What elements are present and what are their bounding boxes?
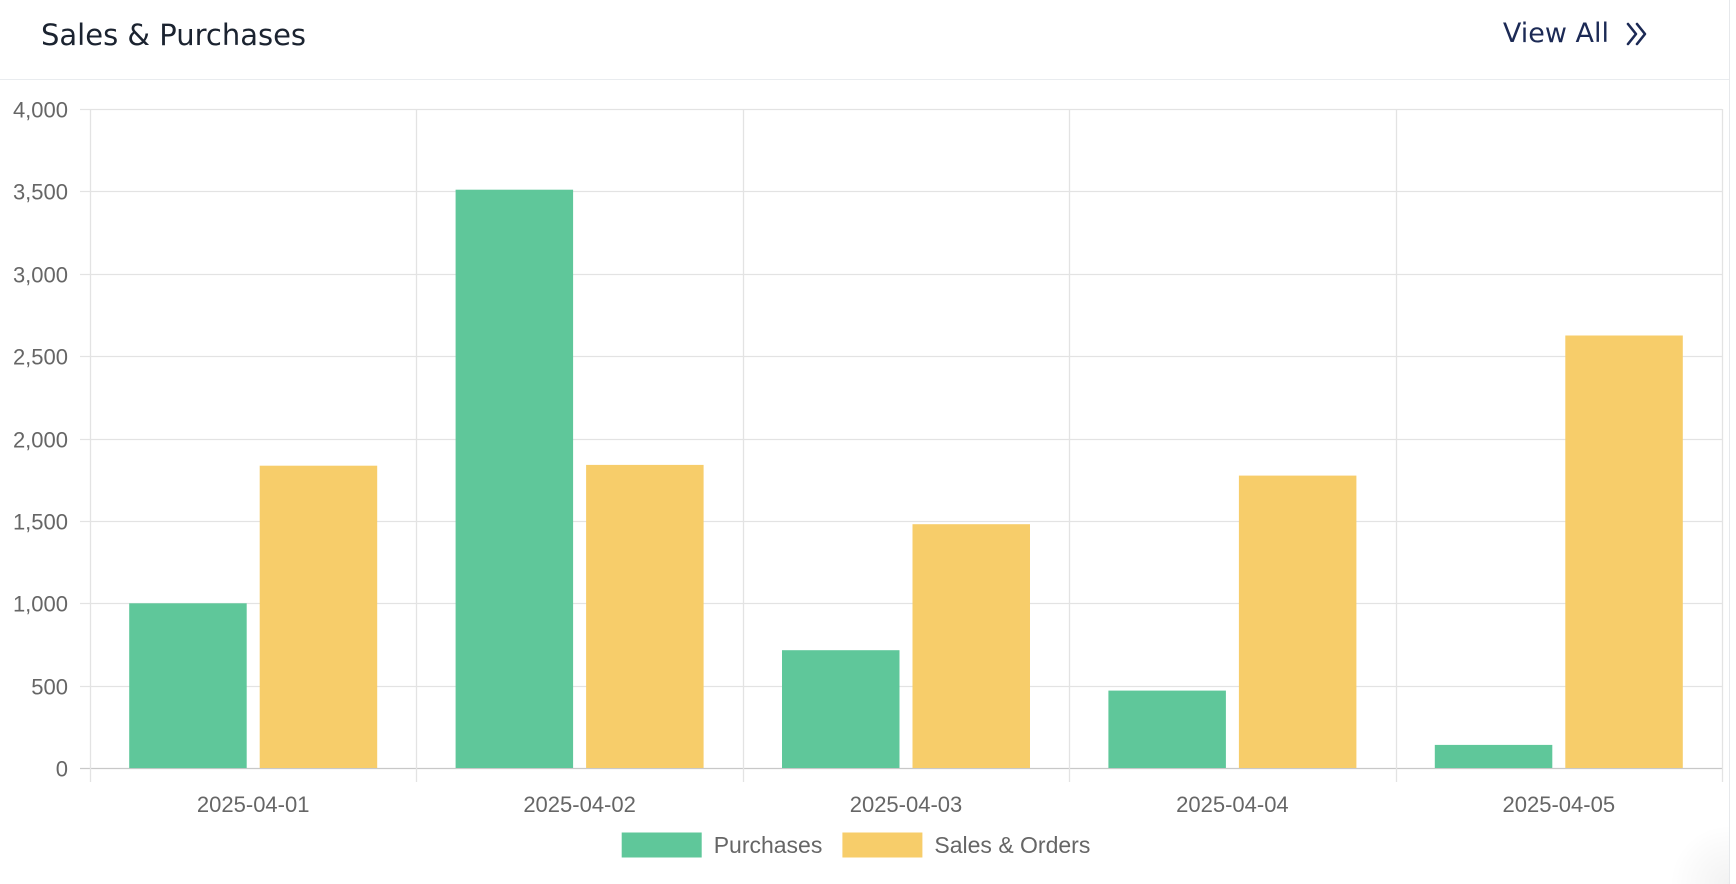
- double-chevron-right-icon: [1626, 22, 1647, 45]
- view-all-label: View All: [1502, 18, 1609, 49]
- y-tick-label: 2,000: [13, 428, 68, 453]
- y-tick-label: 1,500: [13, 510, 68, 535]
- view-all-link[interactable]: View All: [1503, 18, 1649, 49]
- y-tick-label: 4,000: [13, 98, 68, 123]
- y-tick-label: 3,500: [13, 180, 68, 205]
- y-tick-label: 3,000: [13, 263, 68, 288]
- legend-label: Sales & Orders: [934, 832, 1090, 858]
- card-title: Sales & Purchases: [41, 18, 307, 52]
- legend-label: Purchases: [714, 832, 823, 858]
- legend-swatch: [842, 832, 923, 858]
- x-tick-label: 2025-04-04: [1176, 792, 1289, 817]
- legend-swatch: [621, 832, 702, 858]
- x-tick-label: 2025-04-01: [197, 792, 310, 817]
- bar-sales-orders-2025-04-04[interactable]: [1238, 475, 1357, 768]
- bar-purchases-2025-04-04[interactable]: [1108, 690, 1226, 768]
- x-tick-label: 2025-04-05: [1503, 792, 1616, 817]
- x-tick-label: 2025-04-03: [850, 792, 963, 817]
- bar-sales-orders-2025-04-02[interactable]: [586, 464, 704, 768]
- bar-sales-orders-2025-04-03[interactable]: [912, 524, 1031, 768]
- bar-purchases-2025-04-05[interactable]: [1434, 744, 1553, 768]
- axes: 0 500 1,000 1,500 2,000 2,500 3,000 3,500 4,000 2…: [13, 98, 1615, 818]
- bar-chart: 0 500 1,000 1,500 2,000 2,500 3,000 3,500 4,000 2…: [13, 98, 1724, 858]
- y-tick-label: 0: [56, 757, 68, 782]
- legend: Purchases Sales & Orders: [621, 832, 1090, 858]
- bars: [129, 189, 1683, 769]
- card-header: Sales & Purchases View All: [0, 0, 1729, 80]
- bar-sales-orders-2025-04-01[interactable]: [259, 465, 378, 768]
- bar-purchases-2025-04-01[interactable]: [129, 603, 247, 769]
- legend-item-sales-orders[interactable]: Sales & Orders: [842, 832, 1090, 858]
- bar-purchases-2025-04-02[interactable]: [455, 189, 574, 768]
- bar-purchases-2025-04-03[interactable]: [782, 650, 900, 768]
- x-tick-label: 2025-04-02: [523, 792, 636, 817]
- legend-item-purchases[interactable]: Purchases: [621, 832, 823, 858]
- y-tick-label: 500: [31, 675, 68, 700]
- y-tick-label: 1,000: [13, 592, 68, 617]
- bar-sales-orders-2025-04-05[interactable]: [1565, 335, 1683, 769]
- y-tick-label: 2,500: [13, 345, 68, 370]
